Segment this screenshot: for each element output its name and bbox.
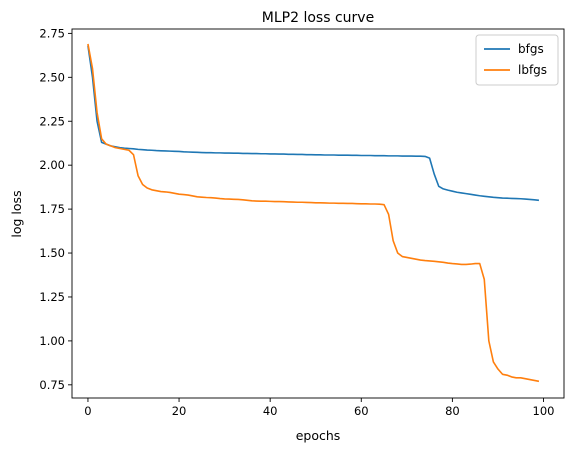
x-tick-label: 40 — [263, 404, 278, 418]
x-tick-label: 0 — [84, 404, 91, 418]
y-tick-label: 1.75 — [39, 202, 65, 216]
chart-title: MLP2 loss curve — [262, 10, 374, 26]
series-line-bfgs — [87, 45, 540, 202]
plot-frame — [71, 28, 565, 399]
series-line-lbfgs — [87, 43, 540, 383]
y-tick-label: 2.75 — [39, 26, 65, 40]
legend-label-lbfgs: lbfgs — [518, 63, 547, 77]
y-tick-label: 2.00 — [39, 158, 65, 172]
x-axis-label: epochs — [296, 428, 341, 443]
legend: bfgs lbfgs — [475, 34, 559, 86]
y-tick-label: 1.00 — [39, 334, 65, 348]
x-tick-label: 80 — [445, 404, 460, 418]
x-tick-label: 60 — [354, 404, 369, 418]
x-tick-label: 20 — [172, 404, 187, 418]
y-tick-label: 1.50 — [39, 246, 65, 260]
y-tick-label: 2.25 — [39, 114, 65, 128]
series-layer — [87, 43, 540, 383]
y-tick-label: 1.25 — [39, 290, 65, 304]
x-tick-label: 100 — [533, 404, 555, 418]
y-tick-label: 2.50 — [39, 70, 65, 84]
y-tick-label: 0.75 — [39, 378, 65, 392]
y-axis-label: log loss — [9, 190, 24, 237]
axes-layer: 0 20 40 60 80 100 0.75 1.00 1.25 1.50 1.75 2.00 2.25… — [39, 26, 565, 418]
legend-box — [475, 34, 559, 86]
legend-label-bfgs: bfgs — [518, 42, 544, 56]
